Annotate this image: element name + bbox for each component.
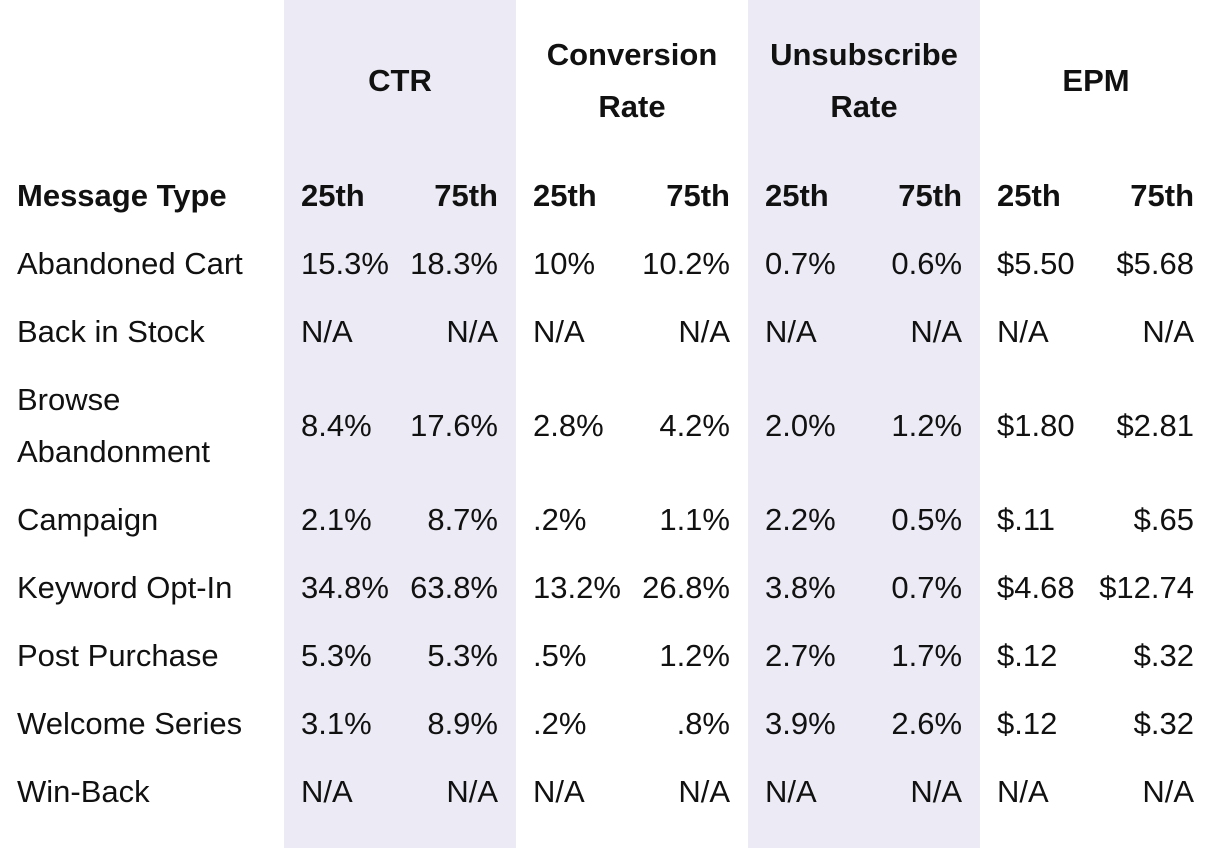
- message-type: Welcome Series: [17, 706, 243, 741]
- table-row: Back in Stock N/A N/A N/A N/A N/A N/A N/A N/A: [0, 298, 1212, 366]
- corner-header: Message Type: [17, 178, 227, 213]
- cell-value: N/A: [910, 774, 963, 809]
- message-type: Post Purchase: [17, 638, 219, 673]
- cell-value: 0.7%: [891, 570, 963, 605]
- cell-value: N/A: [1142, 774, 1195, 809]
- cell-value: N/A: [533, 314, 585, 349]
- cell-value: N/A: [301, 314, 353, 349]
- cell-value: N/A: [678, 314, 730, 349]
- cell-value: 18.3%: [410, 246, 498, 281]
- column-shade: [284, 0, 516, 848]
- percentile-header: 25th: [533, 178, 597, 213]
- cell-value: N/A: [765, 314, 817, 349]
- cell-value: 8.4%: [301, 408, 372, 443]
- cell-value: N/A: [1142, 314, 1195, 349]
- cell-value: 10.2%: [642, 246, 730, 281]
- percentile-header: 25th: [765, 178, 829, 213]
- cell-value: 2.0%: [765, 408, 836, 443]
- cell-value: .2%: [533, 502, 587, 537]
- message-type: Back in Stock: [17, 314, 205, 349]
- percentile-header: 75th: [898, 178, 963, 213]
- message-type: Abandoned Cart: [17, 246, 243, 281]
- cell-value: $5.50: [997, 246, 1075, 281]
- cell-value: N/A: [997, 314, 1049, 349]
- table-row: Keyword Opt-In 34.8% 63.8% 13.2% 26.8% 3.8% 0.…: [0, 554, 1212, 622]
- cell-value: $.11: [997, 502, 1056, 537]
- cell-value: 3.8%: [765, 570, 836, 605]
- cell-value: 1.1%: [659, 502, 730, 537]
- cell-value: 8.9%: [427, 706, 498, 741]
- cell-value: N/A: [446, 314, 498, 349]
- cell-value: $.12: [997, 706, 1058, 741]
- column-shade: [748, 0, 980, 848]
- message-type: Win-Back: [17, 774, 150, 809]
- cell-value: 63.8%: [410, 570, 498, 605]
- percentile-header: 75th: [666, 178, 730, 213]
- cell-value: $5.68: [1116, 246, 1195, 281]
- cell-value: $.32: [1133, 706, 1195, 741]
- cell-value: $2.81: [1116, 408, 1195, 443]
- cell-value: 5.3%: [427, 638, 498, 673]
- table-row: Post Purchase 5.3% 5.3% .5% 1.2% 2.7% 1.7% $.12…: [0, 622, 1212, 690]
- cell-value: .5%: [533, 638, 587, 673]
- cell-value: 0.7%: [765, 246, 836, 281]
- cell-value: N/A: [533, 774, 585, 809]
- cell-value: 10%: [533, 246, 596, 281]
- table-row: Win-Back N/A N/A N/A N/A N/A N/A N/A N/A: [0, 758, 1212, 826]
- cell-value: N/A: [446, 774, 498, 809]
- table-row: Campaign 2.1% 8.7% .2% 1.1% 2.2% 0.5% $.11 $.65: [0, 486, 1212, 554]
- percentile-header: 75th: [434, 178, 498, 213]
- cell-value: 2.7%: [765, 638, 836, 673]
- cell-value: 4.2%: [659, 408, 730, 443]
- group-header: EPM: [1062, 63, 1130, 98]
- cell-value: N/A: [678, 774, 730, 809]
- percentile-header: 75th: [1130, 178, 1195, 213]
- benchmark-table: CTR Conversion Rate Unsubscribe Rate EPM Me…: [0, 0, 1212, 826]
- cell-value: 2.6%: [891, 706, 963, 741]
- percentile-header: 25th: [301, 178, 365, 213]
- table-row: Browse Abandonment 8.4% 17.6% 2.8% 4.2% 2.0% 1…: [0, 366, 1212, 486]
- cell-value: 34.8%: [301, 570, 389, 605]
- percentile-header: 25th: [997, 178, 1061, 213]
- cell-value: 8.7%: [427, 502, 498, 537]
- cell-value: .8%: [676, 706, 730, 741]
- cell-value: 1.7%: [891, 638, 963, 673]
- message-type: Keyword Opt-In: [17, 570, 233, 605]
- cell-value: N/A: [301, 774, 353, 809]
- cell-value: 2.2%: [765, 502, 836, 537]
- cell-value: 15.3%: [301, 246, 389, 281]
- cell-value: 0.6%: [891, 246, 963, 281]
- message-type: Browse Abandonment: [17, 382, 211, 469]
- cell-value: 3.9%: [765, 706, 836, 741]
- message-type: Campaign: [17, 502, 159, 537]
- cell-value: $.65: [1133, 502, 1195, 537]
- cell-value: $12.74: [1099, 570, 1195, 605]
- cell-value: 1.2%: [891, 408, 963, 443]
- cell-value: N/A: [765, 774, 817, 809]
- cell-value: 2.8%: [533, 408, 604, 443]
- cell-value: $4.68: [997, 570, 1075, 605]
- cell-value: 3.1%: [301, 706, 372, 741]
- cell-value: 13.2%: [533, 570, 621, 605]
- table-row: Abandoned Cart 15.3% 18.3% 10% 10.2% 0.7% 0.6%…: [0, 230, 1212, 298]
- cell-value: 0.5%: [891, 502, 963, 537]
- header-blank: [0, 0, 284, 162]
- cell-value: 2.1%: [301, 502, 372, 537]
- cell-value: 5.3%: [301, 638, 372, 673]
- group-header: Unsubscribe Rate: [770, 37, 958, 124]
- cell-value: 1.2%: [659, 638, 730, 673]
- cell-value: N/A: [997, 774, 1049, 809]
- cell-value: .2%: [533, 706, 587, 741]
- group-header: CTR: [368, 63, 432, 98]
- table-row: Welcome Series 3.1% 8.9% .2% .8% 3.9% 2.6% $.12…: [0, 690, 1212, 758]
- cell-value: $.32: [1133, 638, 1195, 673]
- cell-value: 26.8%: [642, 570, 730, 605]
- cell-value: 17.6%: [410, 408, 498, 443]
- group-header: Conversion Rate: [546, 37, 718, 124]
- cell-value: $1.80: [997, 408, 1075, 443]
- cell-value: $.12: [997, 638, 1058, 673]
- cell-value: N/A: [910, 314, 963, 349]
